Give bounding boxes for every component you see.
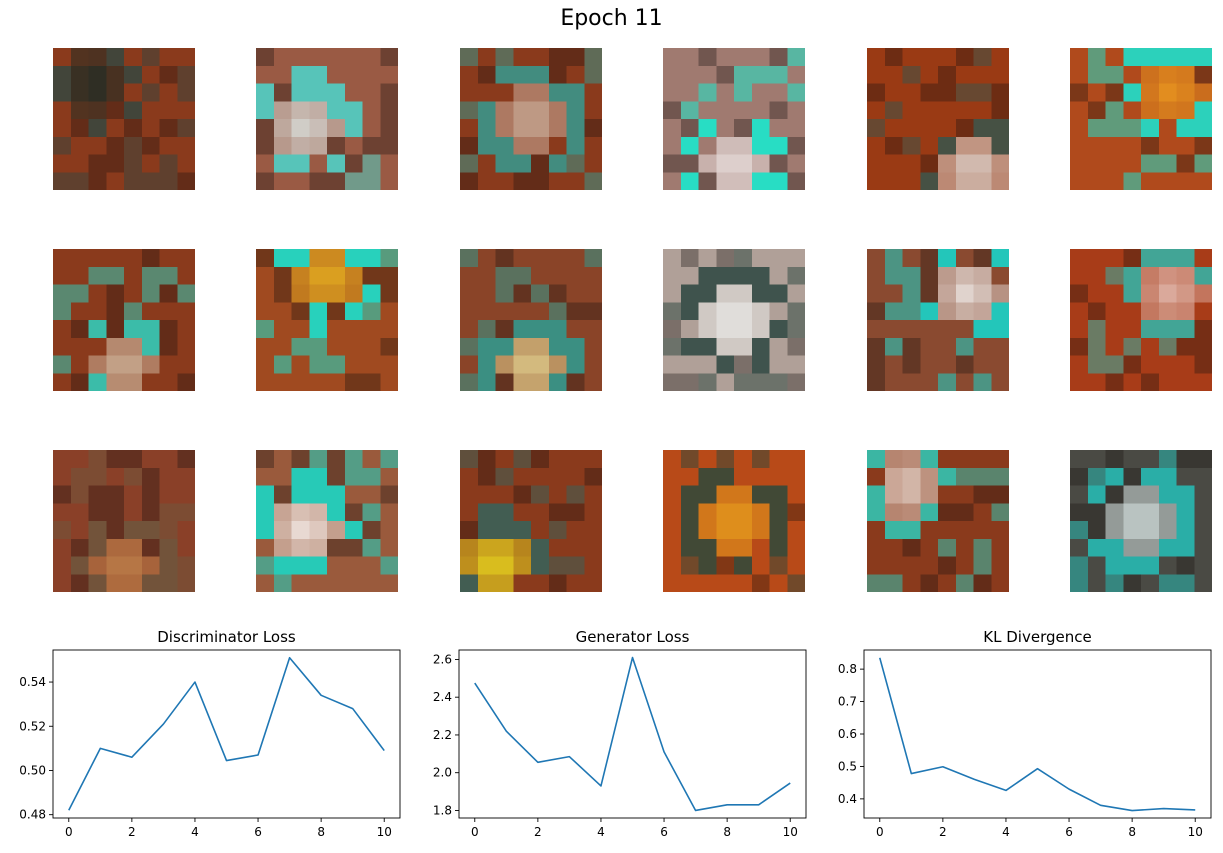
x-tick-label: 2 <box>939 825 947 839</box>
y-tick-label: 2.4 <box>433 690 452 704</box>
generated-sample-image <box>663 450 805 592</box>
generated-sample-image <box>53 48 195 190</box>
x-tick-label: 10 <box>1188 825 1203 839</box>
x-tick-label: 6 <box>254 825 262 839</box>
x-tick-label: 0 <box>876 825 884 839</box>
generated-sample-image <box>1070 249 1212 391</box>
generated-sample-image <box>867 450 1009 592</box>
y-tick-label: 0.52 <box>19 719 46 733</box>
generated-sample-image <box>663 48 805 190</box>
x-tick-label: 8 <box>1128 825 1136 839</box>
x-tick-label: 2 <box>534 825 542 839</box>
x-tick-label: 0 <box>471 825 479 839</box>
y-tick-label: 0.5 <box>838 759 857 773</box>
chart-title: KL Divergence <box>983 628 1091 646</box>
chart-title: Generator Loss <box>576 628 690 646</box>
y-tick-label: 0.54 <box>19 675 46 689</box>
kl-divergence-chart: KL Divergence 0 2 4 6 8 10 0.4 0.5 0.6 0.7 0.8 <box>819 620 1223 848</box>
x-tick-label: 6 <box>1065 825 1073 839</box>
generated-sample-image <box>867 48 1009 190</box>
x-tick-label: 2 <box>128 825 136 839</box>
x-tick-label: 10 <box>783 825 798 839</box>
series-line <box>474 656 791 812</box>
generated-sample-image <box>460 249 602 391</box>
generated-sample-image <box>867 249 1009 391</box>
generated-sample-image <box>256 450 398 592</box>
x-tick-label: 10 <box>377 825 392 839</box>
y-tick-label: 0.7 <box>838 695 857 709</box>
generated-sample-image <box>256 249 398 391</box>
series-line <box>878 657 1196 812</box>
generated-sample-image <box>53 249 195 391</box>
x-tick-label: 4 <box>597 825 605 839</box>
y-tick-label: 0.48 <box>19 808 46 822</box>
axes-frame <box>458 649 807 819</box>
generated-sample-image <box>256 48 398 190</box>
y-tick-label: 1.8 <box>433 803 452 817</box>
x-tick-label: 0 <box>65 825 73 839</box>
generated-sample-image <box>663 249 805 391</box>
generated-sample-image <box>460 450 602 592</box>
y-tick-label: 0.6 <box>838 727 857 741</box>
x-tick-label: 8 <box>723 825 731 839</box>
x-tick-label: 4 <box>191 825 199 839</box>
figure-title: Epoch 11 <box>560 6 663 31</box>
generator-loss-chart: Generator Loss 0 2 4 6 8 10 1.8 2.0 2.2 2.4 2.6 <box>414 620 821 848</box>
x-tick-label: 4 <box>1002 825 1010 839</box>
axes-frame <box>52 649 401 819</box>
discriminator-loss-chart: Discriminator Loss 0 2 4 6 8 10 0.48 0.50 0.52 0.5… <box>8 620 415 848</box>
x-tick-label: 6 <box>660 825 668 839</box>
series-line <box>68 656 385 811</box>
x-tick-label: 8 <box>317 825 325 839</box>
generated-sample-image <box>53 450 195 592</box>
generated-sample-image <box>1070 450 1212 592</box>
y-tick-label: 0.4 <box>838 792 857 806</box>
y-tick-label: 0.50 <box>19 763 46 777</box>
generated-sample-image <box>1070 48 1212 190</box>
chart-title: Discriminator Loss <box>157 628 296 646</box>
y-tick-label: 2.6 <box>433 652 452 666</box>
axes-frame <box>863 649 1212 819</box>
y-tick-label: 0.8 <box>838 662 857 676</box>
y-tick-label: 2.2 <box>433 728 452 742</box>
y-tick-label: 2.0 <box>433 766 452 780</box>
generated-sample-image <box>460 48 602 190</box>
